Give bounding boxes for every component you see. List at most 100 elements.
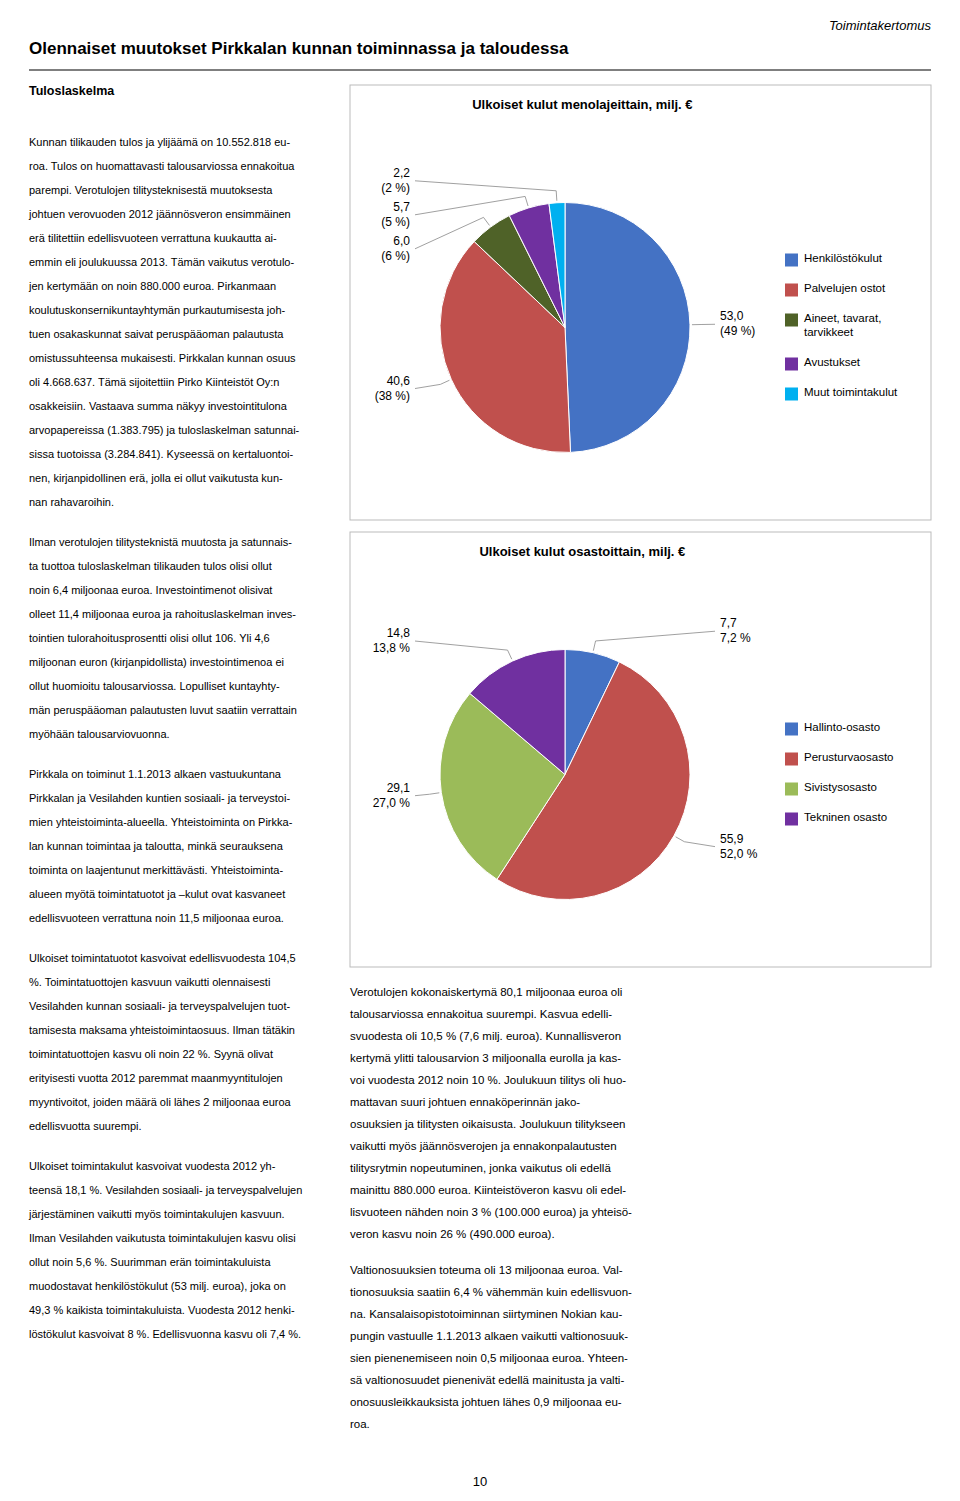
- chart-frame: [350, 85, 931, 520]
- paragraph-line: tuen osakaskunnat saivat peruspääoman pa…: [29, 328, 284, 340]
- paragraph-line: olleet 11,4 miljoonaa euroa ja rahoitusl…: [29, 608, 296, 620]
- leader-line: [415, 196, 528, 214]
- legend-swatch: [785, 723, 798, 736]
- main-title: Olennaiset muutokset Pirkkalan kunnan to…: [29, 39, 569, 58]
- paragraph-line: 49,3 % kaikista toimintakuluista. Vuodes…: [29, 1304, 295, 1316]
- left-column: TuloslaskelmaKunnan tilikauden tulos ja …: [28, 84, 302, 1340]
- paragraph-line: koulutuskonsernikuntayhtymän purkautumis…: [29, 304, 286, 316]
- legend-item: Hallinto-osasto: [785, 721, 880, 736]
- paragraph-line: Pirkkala on toiminut 1.1.2013 alkaen vas…: [29, 768, 282, 780]
- paragraph-line: tamisesta maksama yhteistoimintaosuus. I…: [29, 1024, 295, 1036]
- paragraph-line: lisvuoteen nähden noin 3 % (100.000 euro…: [350, 1206, 632, 1218]
- leader-line: [415, 793, 439, 796]
- paragraph-line: osakkeisiin. Vastaava summa näkyy invest…: [29, 400, 288, 412]
- legend-swatch: [785, 314, 798, 327]
- data-labels: 53,0(49 %)40,6(38 %)6,0(6 %)5,7(5 %)2,2(…: [375, 166, 756, 403]
- paragraph-line: ta tuottoa tuloslaskelman tilikauden tul…: [29, 560, 272, 572]
- chart-title: Ulkoiset kulut osastoittain, milj. €: [479, 544, 685, 559]
- paragraph-line: onosuusleikkauksista johtuen lähes 0,9 m…: [350, 1396, 622, 1408]
- legend-item: Perusturvaosasto: [785, 751, 894, 766]
- value-label: 2,2: [393, 166, 410, 180]
- legend-swatch: [785, 783, 798, 796]
- paragraph-line: oli 4.668.637. Tämä sijoitettiin Pirko K…: [29, 376, 279, 388]
- paragraph-line: ollut noin 5,6 %. Suurimman erän toimint…: [29, 1256, 271, 1268]
- title-rule: [29, 69, 931, 70]
- paragraph-line: toimintatuottojen kasvu oli noin 22 %. S…: [29, 1048, 273, 1060]
- paragraph-line: Ulkoiset toimintakulut kasvoivat vuodest…: [29, 1160, 276, 1172]
- legend-swatch: [785, 753, 798, 766]
- paragraph-line: Kunnan tilikauden tulos ja ylijäämä on 1…: [29, 136, 290, 148]
- paragraph-line: mattavan suuri johtuen ennaköperinnän ja…: [350, 1096, 580, 1108]
- paragraph-line: myöhään talousarviovuonna.: [29, 728, 170, 740]
- paragraph-line: edellisvuotta suurempi.: [29, 1120, 142, 1132]
- paragraph-line: toiminta on laajentunut merkittävästi. Y…: [29, 864, 283, 876]
- paragraph-line: svuodesta oli 10,5 % (7,6 milj. euroa). …: [350, 1030, 621, 1042]
- leader-line: [415, 217, 489, 248]
- paragraph-line: noin 6,4 miljoonaa euroa. Investointimen…: [29, 584, 272, 596]
- legend-label: Muut toimintakulut: [804, 386, 898, 398]
- paragraph-line: löstökulut kasvoivat 8 %. Edellisvuonna …: [29, 1328, 301, 1340]
- slices: [440, 203, 690, 453]
- paragraph-line: arvopapereissa (1.383.795) ja tuloslaske…: [29, 424, 300, 436]
- share-label: 13,8 %: [373, 641, 411, 655]
- paragraph-line: vaikutti myös jäännösverojen ja ennakonp…: [350, 1140, 617, 1152]
- slices: [440, 650, 690, 900]
- paragraph-line: lan kunnan toimintaa ja taloutta, minkä …: [29, 840, 284, 852]
- paragraph-line: edellisvuoteen verrattuna noin 11,5 milj…: [29, 912, 284, 924]
- paragraph-line: talousarviossa ennakoitua suurempi. Kasv…: [350, 1008, 612, 1020]
- page-number: 10: [473, 1474, 487, 1489]
- paragraph-line: myyntivoitot, joiden määrä oli lähes 2 m…: [29, 1096, 292, 1108]
- legend-swatch: [785, 358, 798, 371]
- paragraph-line: Valtionosuuksien toteuma oli 13 miljoona…: [350, 1264, 623, 1276]
- share-label: (6 %): [381, 249, 410, 263]
- paragraph-line: kertymä ylitti talousarvion 3 miljoonall…: [350, 1052, 621, 1064]
- legend-swatch: [785, 284, 798, 297]
- legend: HenkilöstökulutPalvelujen ostotAineet, t…: [785, 252, 898, 401]
- paragraph-line: pungin vastuulle 1.1.2013 alkaen vaikutt…: [350, 1330, 628, 1342]
- paragraph-line: nan rahavaroihin.: [29, 496, 114, 508]
- value-label: 29,1: [387, 781, 411, 795]
- paragraph-line: emmin eli joulukuussa 2013. Tämän vaikut…: [29, 256, 294, 268]
- legend-label: Palvelujen ostot: [804, 282, 886, 294]
- legend-label: Perusturvaosasto: [804, 751, 894, 763]
- share-label: 52,0 %: [720, 847, 758, 861]
- page-title: Toimintakertomus: [829, 18, 932, 33]
- paragraph-line: roa. Tulos on huomattavasti talousarvios…: [29, 160, 295, 172]
- legend-item: Palvelujen ostot: [785, 282, 886, 297]
- legend-swatch: [785, 254, 798, 267]
- paragraph-line: roa.: [350, 1418, 370, 1430]
- paragraph-line: Ilman verotulojen tilitysteknistä muutos…: [29, 536, 292, 548]
- legend-swatch: [785, 388, 798, 401]
- legend-label: Henkilöstökulut: [804, 252, 883, 264]
- share-label: (2 %): [381, 181, 410, 195]
- share-label: (38 %): [375, 389, 410, 403]
- paragraph-line: järjestäminen vaikutti myös toimintakulu…: [28, 1208, 285, 1220]
- paragraph-line: tointien tulorahoitusprosentti olisi oll…: [29, 632, 270, 644]
- paragraph-line: %. Toimintatuottojen kasvuun vaikutti ol…: [29, 976, 270, 988]
- legend-item: Sivistysosasto: [785, 781, 877, 796]
- paragraph-line: omistussuhteensa mukaisesti. Pirkkalan k…: [29, 352, 296, 364]
- paragraph-line: mainittu 880.000 euroa. Kiinteistöveron …: [350, 1184, 626, 1196]
- paragraph-line: veron kasvu noin 26 % (490.000 euroa).: [350, 1228, 555, 1240]
- legend-swatch: [785, 813, 798, 826]
- pie-chart: Ulkoiset kulut menolajeittain, milj. €53…: [350, 85, 931, 520]
- paragraph-line: Vesilahden kunnan sosiaali- ja terveyspa…: [29, 1000, 290, 1012]
- paragraph-line: ollut huomioitu talousarviossa. Lopullis…: [29, 680, 280, 692]
- paragraph-line: nen, kirjanpidollinen erä, jolla ei ollu…: [29, 472, 283, 484]
- paragraph-line: johtuen verovuoden 2012 jäännösveron ens…: [28, 208, 291, 220]
- paragraph-line: voi vuodesta 2012 noin 10 %. Joulukuun t…: [350, 1074, 626, 1086]
- paragraph-line: erä tilitettiin edellisvuoteen verrattun…: [29, 232, 277, 244]
- legend-label: Tekninen osasto: [804, 811, 887, 823]
- value-label: 55,9: [720, 832, 744, 846]
- legend-item: Tekninen osasto: [785, 811, 887, 826]
- paragraph-line: osuuksien ja tilitysten oikaisusta. Joul…: [350, 1118, 626, 1130]
- value-label: 5,7: [393, 200, 410, 214]
- value-label: 53,0: [720, 309, 744, 323]
- share-label: (49 %): [720, 324, 755, 338]
- paragraph-line: Pirkkalan ja Vesilahden kuntien sosiaali…: [29, 792, 290, 804]
- legend-item: Avustukset: [785, 356, 861, 371]
- leader-line: [415, 380, 449, 388]
- paragraph-line: parempi. Verotulojen tilitysteknisestä m…: [29, 184, 273, 196]
- leader-line: [676, 837, 715, 847]
- leader-line: [692, 324, 715, 325]
